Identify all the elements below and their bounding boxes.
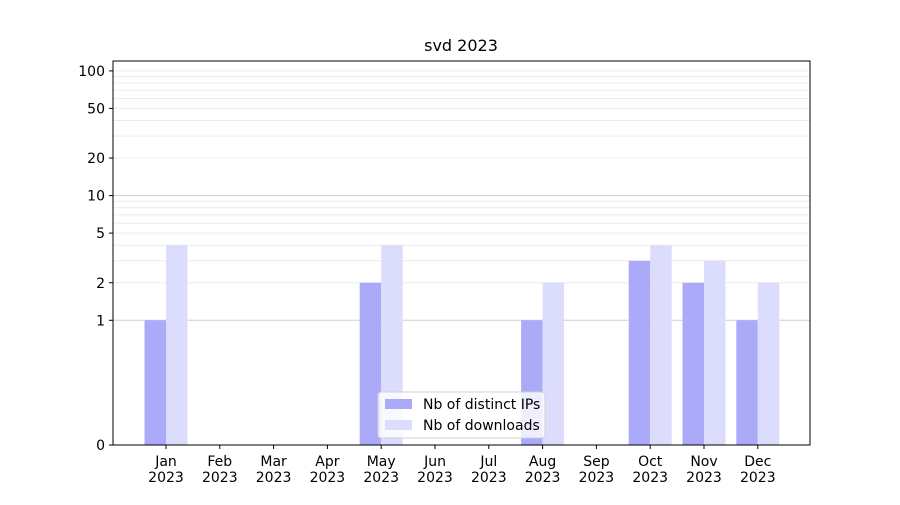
legend-swatch xyxy=(385,420,412,430)
bar xyxy=(542,282,565,445)
legend-swatch xyxy=(385,399,412,409)
x-tick-label: Oct 2023 xyxy=(632,454,668,486)
chart-title: svd 2023 xyxy=(424,36,498,55)
y-tick-label: 0 xyxy=(96,438,105,454)
y-tick-label: 20 xyxy=(87,151,105,167)
x-tick-label: Dec 2023 xyxy=(740,454,776,486)
x-tick-label: Nov 2023 xyxy=(686,454,722,486)
legend-label: Nb of distinct IPs xyxy=(423,397,540,413)
y-tick-label: 2 xyxy=(96,276,105,292)
x-tick-label: Apr 2023 xyxy=(310,454,346,486)
x-tick-label: Jan 2023 xyxy=(148,454,184,486)
y-tick-label: 10 xyxy=(87,189,105,205)
x-tick-label: Aug 2023 xyxy=(525,454,561,486)
legend-label: Nb of downloads xyxy=(423,418,540,434)
y-tick-label: 50 xyxy=(87,101,105,117)
bar xyxy=(650,245,672,445)
bar xyxy=(628,260,651,445)
x-tick-label: May 2023 xyxy=(363,454,399,486)
bar xyxy=(682,282,704,445)
y-axis: 0 1 2 5 10 20 50 100 xyxy=(78,64,113,454)
y-tick-label: 5 xyxy=(96,226,105,242)
bar xyxy=(144,320,166,445)
x-tick-label: Feb 2023 xyxy=(202,454,238,486)
bar xyxy=(736,320,758,445)
bar xyxy=(359,282,382,445)
x-tick-label: Sep 2023 xyxy=(579,454,615,486)
x-tick-label: Jun 2023 xyxy=(417,454,453,486)
bar xyxy=(704,260,726,445)
y-tick-label: 100 xyxy=(78,64,105,80)
y-tick-label: 1 xyxy=(96,313,105,329)
legend-box xyxy=(377,391,546,439)
plot-frame xyxy=(112,60,811,446)
grid-layer xyxy=(113,70,810,321)
legend: Nb of distinct IPs Nb of downloads xyxy=(377,391,546,439)
bar xyxy=(166,245,188,445)
bar xyxy=(757,282,780,445)
x-axis: Jan 2023 Feb 2023 Mar 2023 Apr 2023 May 2023 Jun 20… xyxy=(148,445,776,486)
x-tick-label: Jul 2023 xyxy=(471,454,507,486)
x-tick-label: Mar 2023 xyxy=(256,454,292,486)
bars-layer xyxy=(144,245,780,445)
